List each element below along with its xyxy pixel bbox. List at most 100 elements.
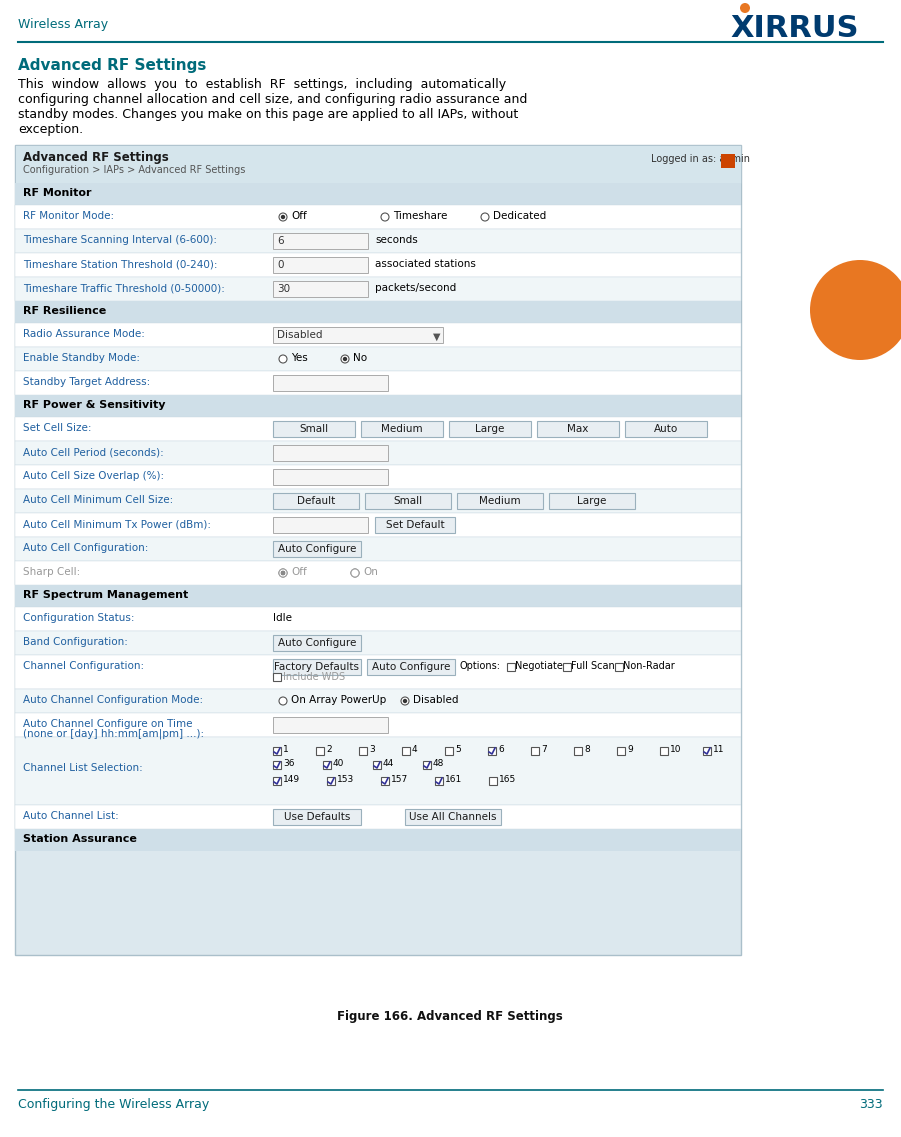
Bar bbox=[365, 493, 451, 509]
Bar bbox=[273, 747, 281, 755]
Bar bbox=[15, 689, 741, 713]
Text: packets/second: packets/second bbox=[375, 283, 456, 293]
Circle shape bbox=[341, 355, 349, 363]
Circle shape bbox=[281, 571, 286, 575]
Bar bbox=[367, 659, 455, 675]
Bar bbox=[15, 805, 741, 829]
Text: Standby Target Address:: Standby Target Address: bbox=[23, 377, 150, 387]
Text: 44: 44 bbox=[383, 760, 395, 767]
Text: Wireless Array: Wireless Array bbox=[18, 18, 108, 31]
Bar bbox=[531, 747, 539, 755]
Bar bbox=[574, 747, 582, 755]
Text: Logged in as: admin: Logged in as: admin bbox=[651, 153, 750, 164]
Bar bbox=[273, 541, 361, 557]
Bar bbox=[15, 713, 741, 737]
Bar bbox=[615, 663, 623, 671]
Text: Small: Small bbox=[394, 496, 423, 506]
Bar bbox=[273, 761, 281, 769]
Text: Channel List Selection:: Channel List Selection: bbox=[23, 763, 142, 773]
Bar bbox=[327, 777, 335, 785]
Bar bbox=[15, 586, 741, 607]
Text: Non-Radar: Non-Radar bbox=[623, 661, 675, 671]
Bar bbox=[273, 673, 281, 681]
Circle shape bbox=[740, 3, 750, 13]
Text: Auto Cell Minimum Cell Size:: Auto Cell Minimum Cell Size: bbox=[23, 495, 173, 505]
Bar bbox=[15, 183, 741, 205]
Circle shape bbox=[381, 213, 389, 221]
Bar bbox=[273, 257, 368, 273]
Text: 1: 1 bbox=[283, 745, 288, 754]
Text: Configuration Status:: Configuration Status: bbox=[23, 613, 134, 623]
Text: RF Monitor: RF Monitor bbox=[23, 188, 92, 198]
Text: 333: 333 bbox=[860, 1098, 883, 1111]
Bar bbox=[15, 277, 741, 301]
Bar bbox=[273, 777, 281, 785]
Text: Use All Channels: Use All Channels bbox=[409, 812, 496, 822]
Text: On Array PowerUp: On Array PowerUp bbox=[291, 695, 387, 705]
Circle shape bbox=[351, 568, 359, 576]
Text: Advanced RF Settings: Advanced RF Settings bbox=[23, 151, 168, 164]
Bar bbox=[15, 607, 741, 631]
Bar bbox=[273, 717, 388, 733]
Text: Auto Cell Minimum Tx Power (dBm):: Auto Cell Minimum Tx Power (dBm): bbox=[23, 518, 211, 529]
Text: 165: 165 bbox=[499, 775, 516, 785]
Bar bbox=[537, 421, 619, 437]
Bar bbox=[660, 747, 668, 755]
Circle shape bbox=[279, 213, 287, 221]
Text: Disabled: Disabled bbox=[277, 330, 323, 340]
Text: Small: Small bbox=[299, 424, 329, 434]
Text: Medium: Medium bbox=[479, 496, 521, 506]
Circle shape bbox=[279, 355, 287, 363]
Text: Sharp Cell:: Sharp Cell: bbox=[23, 567, 80, 576]
Bar bbox=[359, 747, 367, 755]
Bar bbox=[273, 659, 361, 675]
Bar bbox=[625, 421, 707, 437]
Bar bbox=[15, 146, 741, 183]
Circle shape bbox=[403, 699, 407, 703]
Text: Auto Cell Size Overlap (%):: Auto Cell Size Overlap (%): bbox=[23, 471, 164, 481]
Text: exception.: exception. bbox=[18, 123, 83, 136]
Text: configuring channel allocation and cell size, and configuring radio assurance an: configuring channel allocation and cell … bbox=[18, 93, 527, 106]
Text: Configuring the Wireless Array: Configuring the Wireless Array bbox=[18, 1098, 209, 1111]
Text: RF Resilience: RF Resilience bbox=[23, 306, 106, 316]
Bar bbox=[15, 537, 741, 561]
Text: Large: Large bbox=[578, 496, 606, 506]
Text: Auto: Auto bbox=[654, 424, 678, 434]
Bar bbox=[373, 761, 381, 769]
Text: Factory Defaults: Factory Defaults bbox=[275, 662, 359, 672]
Bar bbox=[15, 513, 741, 537]
Text: Timeshare: Timeshare bbox=[393, 211, 448, 221]
Bar bbox=[273, 810, 361, 825]
Text: Timeshare Station Threshold (0-240):: Timeshare Station Threshold (0-240): bbox=[23, 259, 217, 269]
Bar bbox=[15, 441, 741, 465]
Text: Timeshare Traffic Threshold (0-50000):: Timeshare Traffic Threshold (0-50000): bbox=[23, 283, 225, 293]
Text: 11: 11 bbox=[713, 745, 724, 754]
Circle shape bbox=[481, 213, 489, 221]
Circle shape bbox=[401, 697, 409, 705]
Text: RF Spectrum Management: RF Spectrum Management bbox=[23, 590, 188, 600]
Text: RF Monitor Mode:: RF Monitor Mode: bbox=[23, 211, 114, 221]
Bar bbox=[15, 561, 741, 586]
Text: Configuration > IAPs > Advanced RF Settings: Configuration > IAPs > Advanced RF Setti… bbox=[23, 165, 245, 175]
Circle shape bbox=[279, 568, 287, 576]
Text: Band Configuration:: Band Configuration: bbox=[23, 637, 128, 647]
Bar bbox=[15, 146, 741, 955]
Text: Yes: Yes bbox=[291, 352, 308, 363]
Text: XIRRUS: XIRRUS bbox=[730, 14, 859, 42]
Text: 10: 10 bbox=[670, 745, 681, 754]
Bar bbox=[15, 347, 741, 371]
Circle shape bbox=[281, 571, 286, 575]
Bar bbox=[15, 489, 741, 513]
Text: Auto Configure: Auto Configure bbox=[278, 543, 356, 554]
Text: Off: Off bbox=[291, 567, 306, 576]
Text: Include WDS: Include WDS bbox=[283, 672, 345, 682]
Text: seconds: seconds bbox=[375, 235, 418, 244]
Text: Options:: Options: bbox=[460, 661, 501, 671]
Bar bbox=[405, 810, 501, 825]
Text: Use Defaults: Use Defaults bbox=[284, 812, 350, 822]
Bar bbox=[15, 655, 741, 689]
Bar bbox=[323, 761, 331, 769]
Bar bbox=[15, 829, 741, 850]
Bar bbox=[617, 747, 625, 755]
Text: 149: 149 bbox=[283, 775, 300, 785]
